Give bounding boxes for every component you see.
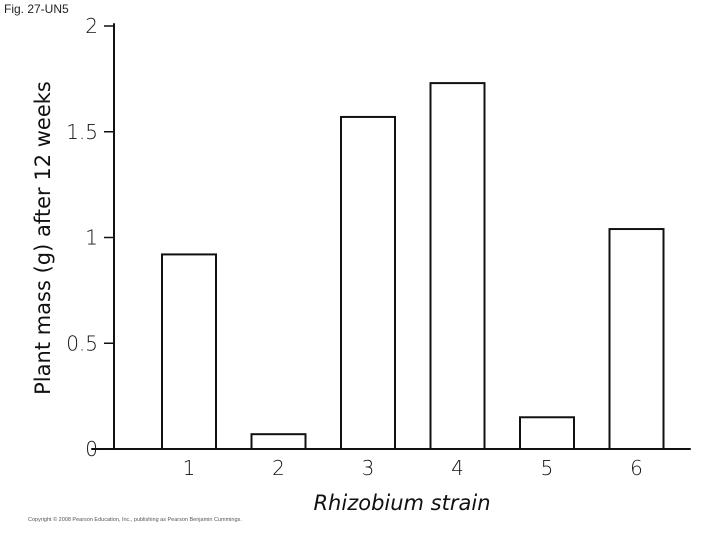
x-tick-label: 1: [183, 456, 196, 480]
bar-strain-6: [608, 228, 665, 450]
x-tick-label: 5: [541, 456, 554, 480]
bar-strain-4: [429, 82, 486, 450]
bar-strain-3: [340, 115, 396, 450]
copyright-notice: Copyright © 2008 Pearson Education, Inc.…: [28, 517, 242, 523]
y-ticks: 0 0.5 1 1.5 2: [66, 14, 114, 461]
x-tick-label: 6: [630, 456, 643, 480]
y-tick-label: 0.5: [66, 331, 98, 355]
y-tick-label: 2: [85, 14, 98, 38]
x-tick-label: 3: [362, 456, 375, 480]
bar-strain-5: [519, 416, 575, 450]
y-tick-label: 1.5: [66, 120, 98, 144]
x-tick-label: 2: [272, 456, 285, 480]
bar-strain-1: [161, 253, 217, 450]
x-axis-label: Rhizobium strain: [313, 491, 490, 515]
figure-label: Fig. 27-UN5: [4, 2, 69, 16]
y-axis-label: Plant mass (g) after 12 weeks: [31, 81, 55, 395]
y-tick-label: 0: [85, 437, 98, 461]
bars: [161, 82, 665, 451]
bar-strain-2: [250, 433, 307, 451]
x-tick-label: 4: [451, 456, 464, 480]
y-tick-label: 1: [85, 226, 98, 250]
x-tick-labels: 1 2 3 4 5 6: [183, 456, 643, 480]
